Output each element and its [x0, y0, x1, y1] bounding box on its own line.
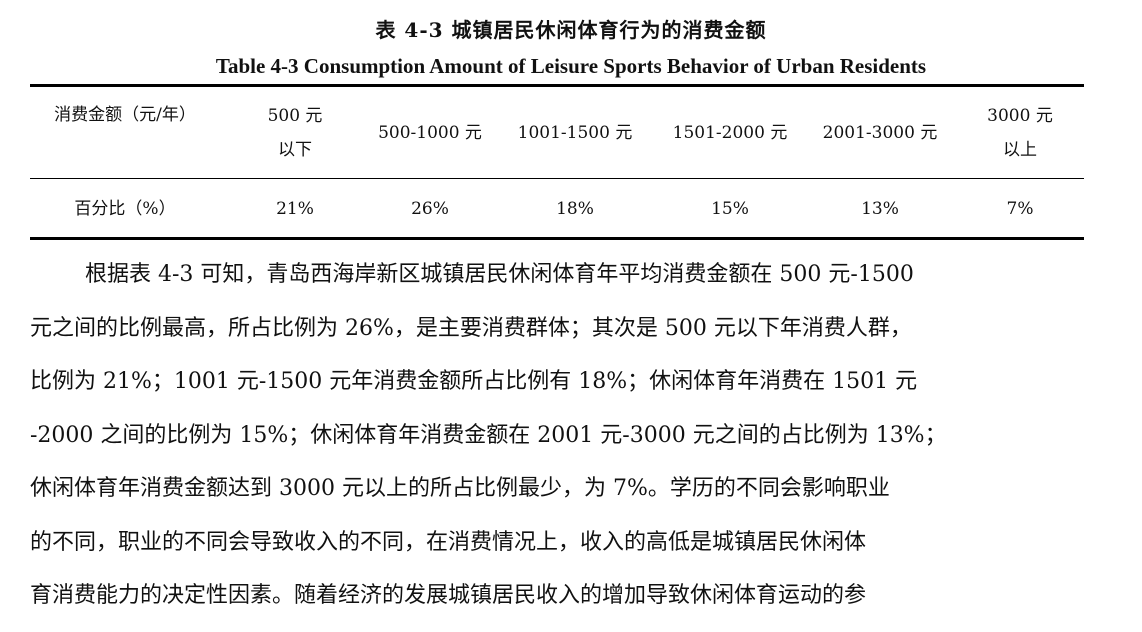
paragraph-line-6: 的不同，职业的不同会导致收入的不同，在消费情况上，收入的高低是城镇居民休闲体 — [30, 529, 867, 555]
row-label: 百分比（%） — [74, 199, 176, 219]
table-bottom-rule — [30, 237, 1084, 240]
header-label: 消费金额（元/年） — [54, 105, 196, 125]
header-col-1-line2: 以下 — [278, 140, 312, 160]
header-col-2-line1: 500-1000 元 — [378, 123, 482, 143]
header-col-4: 1501-2000 元 — [655, 98, 805, 168]
header-col-6: 3000 元 以上 — [965, 98, 1075, 168]
table-title-cn: 表 4-3 城镇居民休闲体育行为的消费金额 — [375, 18, 767, 42]
value-col-3: 18% — [556, 199, 594, 219]
header-col-3-line1: 1001-1500 元 — [517, 123, 633, 143]
table-mid-rule — [30, 178, 1084, 179]
table-top-rule — [30, 84, 1084, 87]
paragraph-line-5: 休闲体育年消费金额达到 3000 元以上的所占比例最少，为 7%。学历的不同会影… — [30, 476, 890, 501]
paragraph-line-3: 比例为 21%；1001 元-1500 元年消费金额所占比例有 18%；休闲体育… — [30, 369, 918, 394]
body-paragraph: 根据表 4-3 可知，青岛西海岸新区城镇居民休闲体育年平均消费金额在 500 元… — [30, 248, 1090, 623]
header-col-6-line1: 3000 元 — [987, 106, 1053, 126]
table-title-en: Table 4-3 Consumption Amount of Leisure … — [215, 54, 927, 78]
header-col-4-line1: 1501-2000 元 — [672, 123, 788, 143]
value-col-5: 13% — [861, 199, 899, 219]
header-col-1-line1: 500 元 — [267, 106, 323, 126]
header-col-2: 500-1000 元 — [355, 98, 505, 168]
paragraph-line-2: 元之间的比例最高，所占比例为 26%，是主要消费群体；其次是 500 元以下年消… — [30, 315, 912, 341]
paragraph-line-1: 根据表 4-3 可知，青岛西海岸新区城镇居民休闲体育年平均消费金额在 500 元… — [85, 262, 914, 287]
header-col-3: 1001-1500 元 — [500, 98, 650, 168]
value-col-6: 7% — [1006, 199, 1034, 219]
header-col-5-line1: 2001-3000 元 — [822, 123, 938, 143]
paragraph-line-4: -2000 之间的比例为 15%；休闲体育年消费金额在 2001 元-3000 … — [30, 422, 947, 448]
header-col-5: 2001-3000 元 — [805, 98, 955, 168]
header-col-1: 500 元 以下 — [245, 98, 345, 168]
paragraph-line-7: 育消费能力的决定性因素。随着经济的发展城镇居民收入的增加导致休闲体育运动的参 — [30, 583, 867, 608]
value-col-4: 15% — [711, 199, 749, 219]
header-label-cell: 消费金额（元/年） — [30, 98, 220, 132]
value-col-2: 26% — [411, 199, 449, 219]
header-col-6-line2: 以上 — [1003, 140, 1037, 160]
value-col-1: 21% — [276, 199, 314, 219]
